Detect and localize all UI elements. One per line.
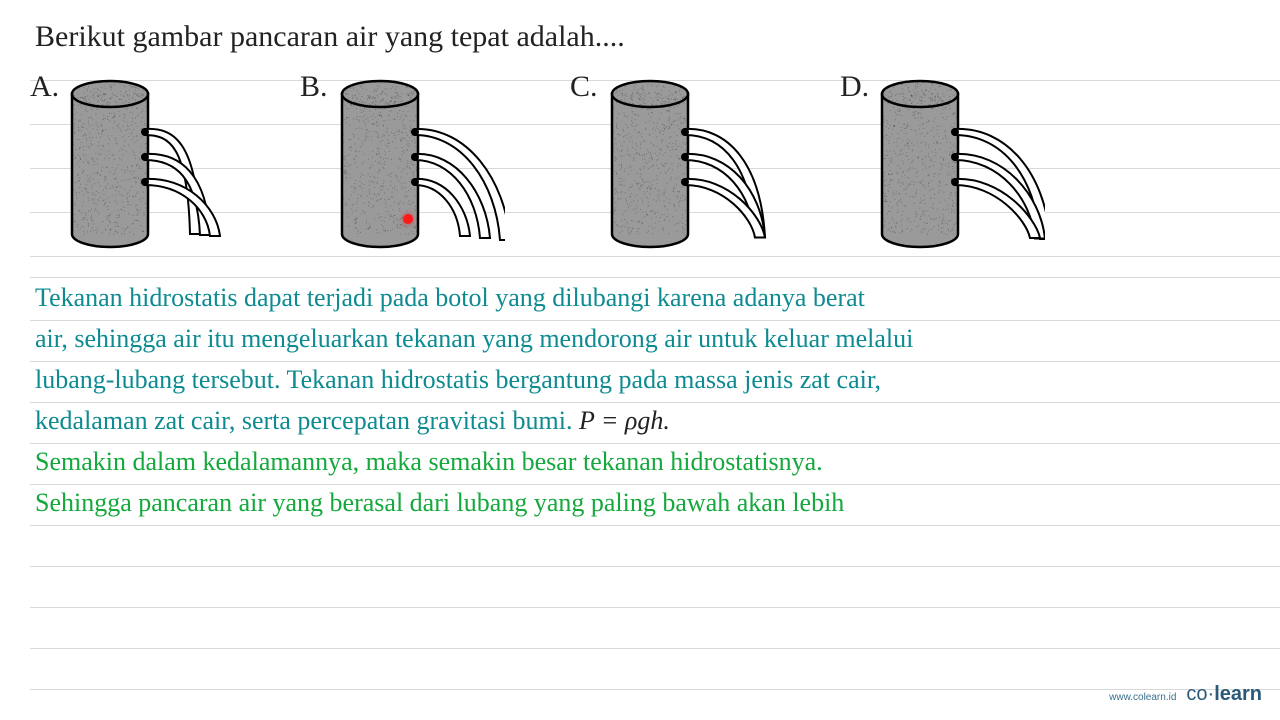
explanation-line: Sehingga pancaran air yang berasal dari …: [35, 482, 1250, 523]
option-label: D.: [840, 70, 869, 104]
explanation-block: Tekanan hidrostatis dapat terjadi pada b…: [35, 277, 1250, 523]
cylinder-diagram: [605, 72, 775, 252]
page-content: Berikut gambar pancaran air yang tepat a…: [0, 0, 1280, 543]
formula-text: P = ρgh.: [579, 406, 670, 435]
options-row: A. B. C. D.: [35, 72, 1250, 252]
explanation-line: Semakin dalam kedalamannya, maka semakin…: [35, 441, 1250, 482]
laser-pointer-dot: [403, 214, 413, 224]
option-b: B.: [305, 72, 505, 252]
option-label: A.: [30, 70, 59, 104]
cylinder-diagram: [65, 72, 235, 252]
footer-url: www.colearn.id: [1109, 692, 1176, 703]
explanation-line: lubang-lubang tersebut. Tekanan hidrosta…: [35, 359, 1250, 400]
question-text: Berikut gambar pancaran air yang tepat a…: [35, 20, 1250, 54]
cylinder-diagram: [875, 72, 1045, 252]
cylinder-diagram: [335, 72, 505, 252]
option-label: B.: [300, 70, 328, 104]
logo-bold: learn: [1214, 683, 1262, 705]
explanation-line: air, sehingga air itu mengeluarkan tekan…: [35, 318, 1250, 359]
footer: www.colearn.id co·learn: [1109, 683, 1262, 706]
explanation-line: kedalaman zat cair, serta percepatan gra…: [35, 400, 1250, 441]
teal-text: kedalaman zat cair, serta percepatan gra…: [35, 406, 579, 435]
option-a: A.: [35, 72, 235, 252]
logo-prefix: co: [1186, 683, 1207, 705]
option-d: D.: [845, 72, 1045, 252]
explanation-line: Tekanan hidrostatis dapat terjadi pada b…: [35, 277, 1250, 318]
option-c: C.: [575, 72, 775, 252]
option-label: C.: [570, 70, 598, 104]
footer-logo: co·learn: [1186, 683, 1262, 706]
